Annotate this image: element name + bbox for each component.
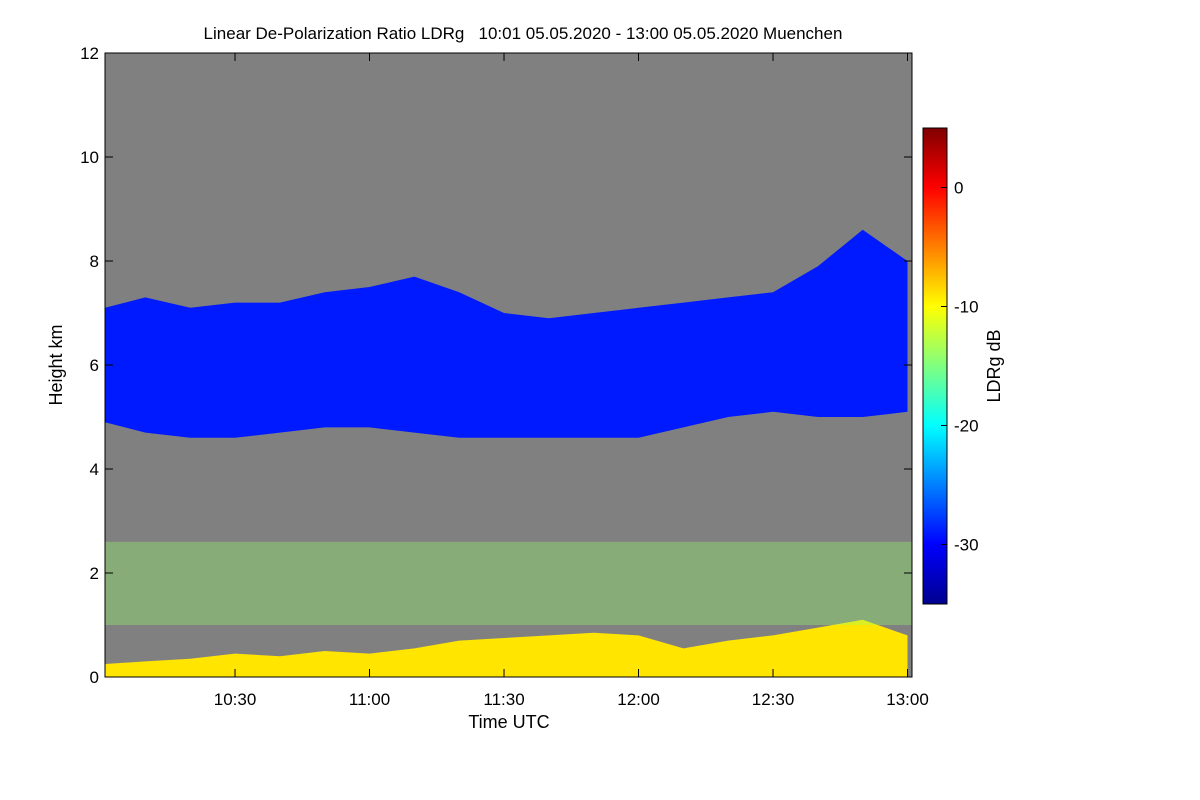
y-tick-label: 12 [80,44,99,63]
colorbar-tick-label: -10 [954,298,979,317]
y-tick-label: 8 [90,252,99,271]
y-tick-label: 4 [90,460,99,479]
x-tick-label: 13:00 [886,690,929,709]
elevated-aerosol-layers [105,541,912,625]
boundary-layer-aerosol [105,619,908,677]
colorbar-ticks: 0 -10 -20 -30 [941,179,979,555]
x-axis: 10:30 11:00 11:30 12:00 12:30 13:00 [214,53,929,709]
y-tick-label: 6 [90,356,99,375]
chart-title: Linear De-Polarization Ratio LDRg 10:01 … [204,24,843,43]
x-tick-label: 12:30 [752,690,795,709]
colorbar-tick-label: -30 [954,536,979,555]
colorbar-tick-label: 0 [954,179,963,198]
heatmap-layers [105,229,912,677]
x-tick-label: 12:00 [617,690,660,709]
x-tick-label: 11:00 [349,690,390,709]
x-tick-label: 11:30 [483,690,524,709]
y-tick-label: 2 [90,564,99,583]
colorbar-label: LDRg dB [984,329,1004,402]
x-tick-label: 10:30 [214,690,257,709]
cirrus-layer [105,229,908,438]
y-tick-label: 10 [80,148,99,167]
y-axis: 0 2 4 6 8 10 12 [80,44,912,687]
colorbar-tick-label: -20 [954,417,979,436]
x-axis-label: Time UTC [468,712,549,732]
colorbar [922,127,948,605]
y-axis-label: Height km [46,324,66,405]
y-tick-label: 0 [90,668,99,687]
